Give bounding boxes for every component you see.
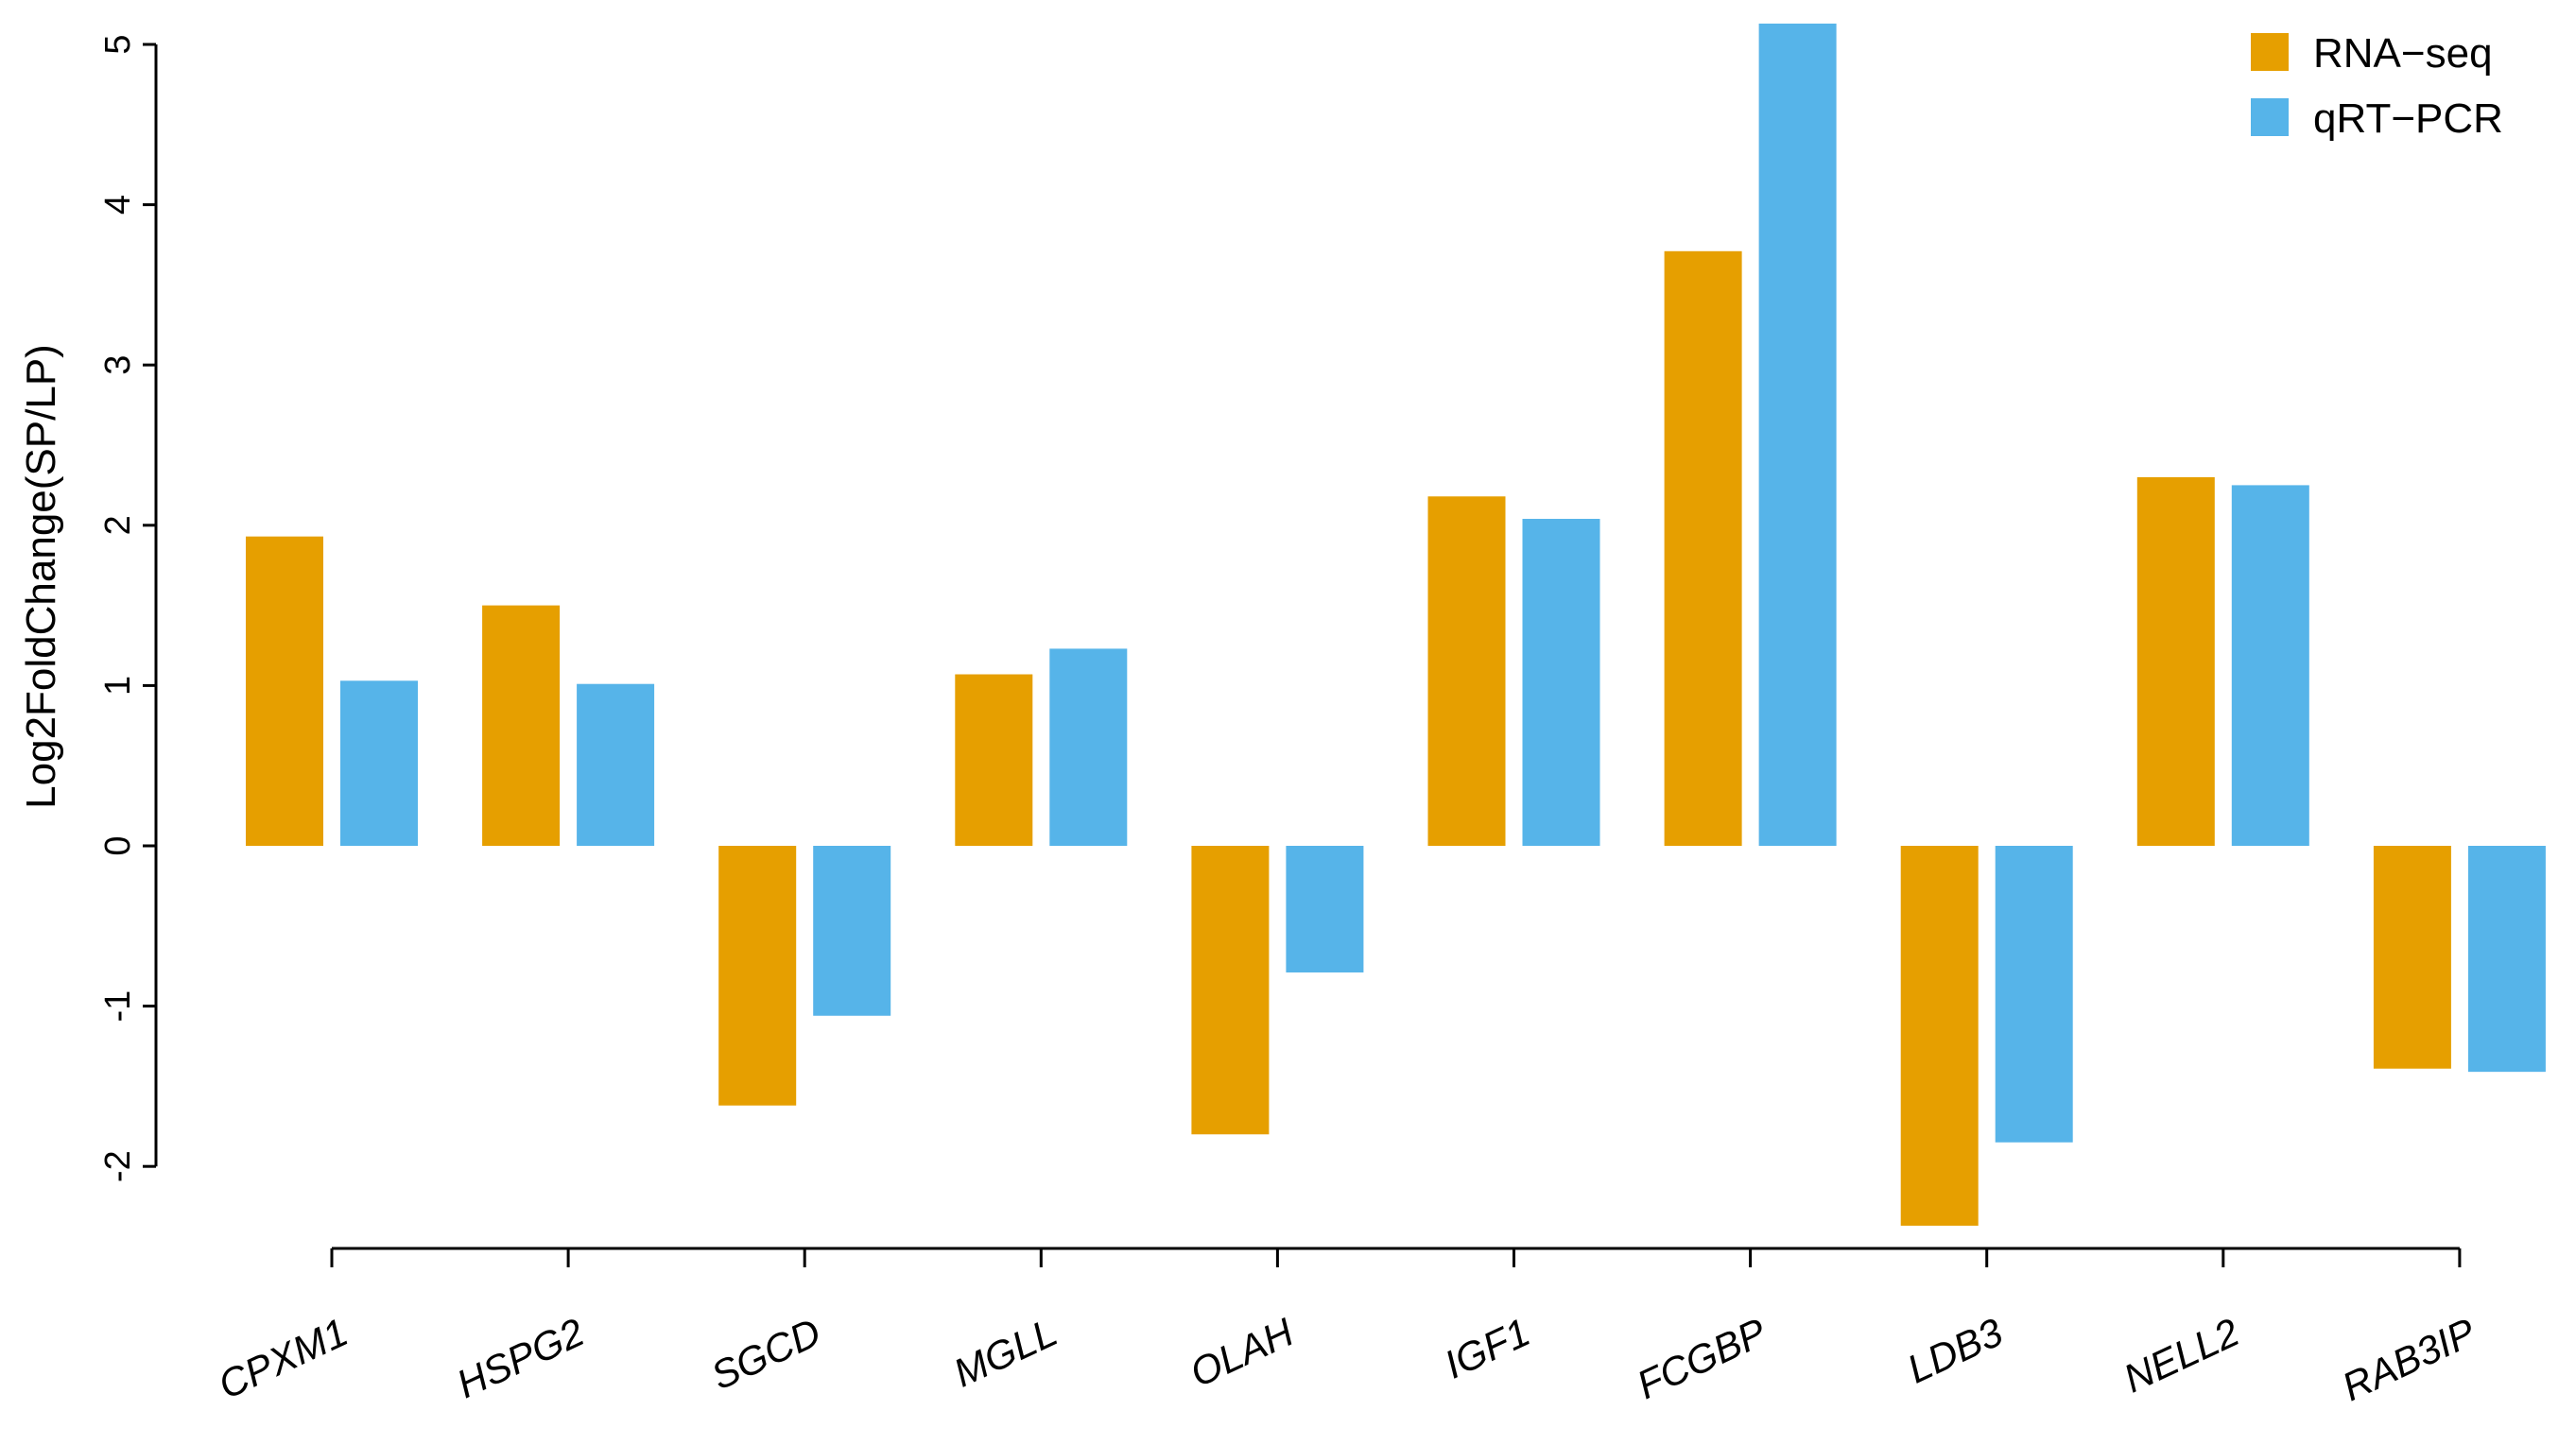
bar-sgcd-rnaseq xyxy=(718,846,797,1106)
bar-cpxm1-qrtpcr xyxy=(340,680,418,846)
bars-group xyxy=(246,23,2546,1226)
x-tick-label: OLAH xyxy=(1184,1309,1301,1395)
legend-swatch-rnaseq xyxy=(2251,33,2289,71)
bar-igf1-qrtpcr xyxy=(1522,519,1600,846)
bar-cpxm1-rnaseq xyxy=(246,536,323,846)
x-tick-label: MGLL xyxy=(947,1310,1064,1396)
bar-igf1-rnaseq xyxy=(1427,496,1506,846)
bar-mgll-qrtpcr xyxy=(1049,648,1128,846)
legend: RNA−seq qRT−PCR xyxy=(2251,30,2503,142)
bar-ldb3-rnaseq xyxy=(1900,846,1979,1226)
y-axis-label: Log2FoldChange(SP/LP) xyxy=(18,344,64,809)
bar-ldb3-qrtpcr xyxy=(1995,846,2073,1143)
x-tick-label: LDB3 xyxy=(1900,1310,2009,1392)
bar-sgcd-qrtpcr xyxy=(813,846,891,1016)
bar-rab3ip-qrtpcr xyxy=(2467,846,2546,1073)
y-tick-label: 4 xyxy=(98,195,138,215)
y-tick-label: 3 xyxy=(98,355,138,375)
x-tick-label: FCGBP xyxy=(1630,1310,1772,1408)
bar-nell2-rnaseq xyxy=(2136,476,2215,846)
x-tick-label: IGF1 xyxy=(1438,1310,1536,1387)
x-tick-label: CPXM1 xyxy=(212,1310,354,1408)
bar-nell2-qrtpcr xyxy=(2231,485,2309,846)
legend-label-qrtpcr: qRT−PCR xyxy=(2313,95,2503,142)
y-tick-label: 1 xyxy=(98,676,138,696)
y-tick-label: 0 xyxy=(98,835,138,855)
bar-fcgbp-rnaseq xyxy=(1664,250,1742,846)
bar-olah-rnaseq xyxy=(1191,846,1270,1135)
x-tick-label: NELL2 xyxy=(2117,1310,2245,1402)
legend-label-rnaseq: RNA−seq xyxy=(2313,30,2493,77)
x-axis: CPXM1 HSPG2 SGCD MGLL OLAH IGF1 FCGBP LDB3 NELL2… xyxy=(212,1247,2482,1410)
bar-hspg2-qrtpcr xyxy=(577,683,655,846)
legend-swatch-qrtpcr xyxy=(2251,98,2289,136)
x-tick-label: HSPG2 xyxy=(450,1310,591,1407)
bar-rab3ip-rnaseq xyxy=(2373,846,2451,1069)
y-tick-label: -1 xyxy=(98,990,138,1023)
bar-mgll-rnaseq xyxy=(955,674,1033,846)
x-tick-label: RAB3IP xyxy=(2335,1310,2481,1410)
y-tick-label: -2 xyxy=(98,1150,138,1182)
y-tick-label: 5 xyxy=(98,34,138,54)
x-tick-label: SGCD xyxy=(704,1310,827,1399)
bar-fcgbp-qrtpcr xyxy=(1758,23,1837,846)
bar-hspg2-rnaseq xyxy=(482,605,561,846)
bar-olah-qrtpcr xyxy=(1286,846,1364,972)
y-axis: -2 -1 0 1 2 3 4 5 xyxy=(98,34,158,1182)
y-tick-label: 2 xyxy=(98,515,138,535)
